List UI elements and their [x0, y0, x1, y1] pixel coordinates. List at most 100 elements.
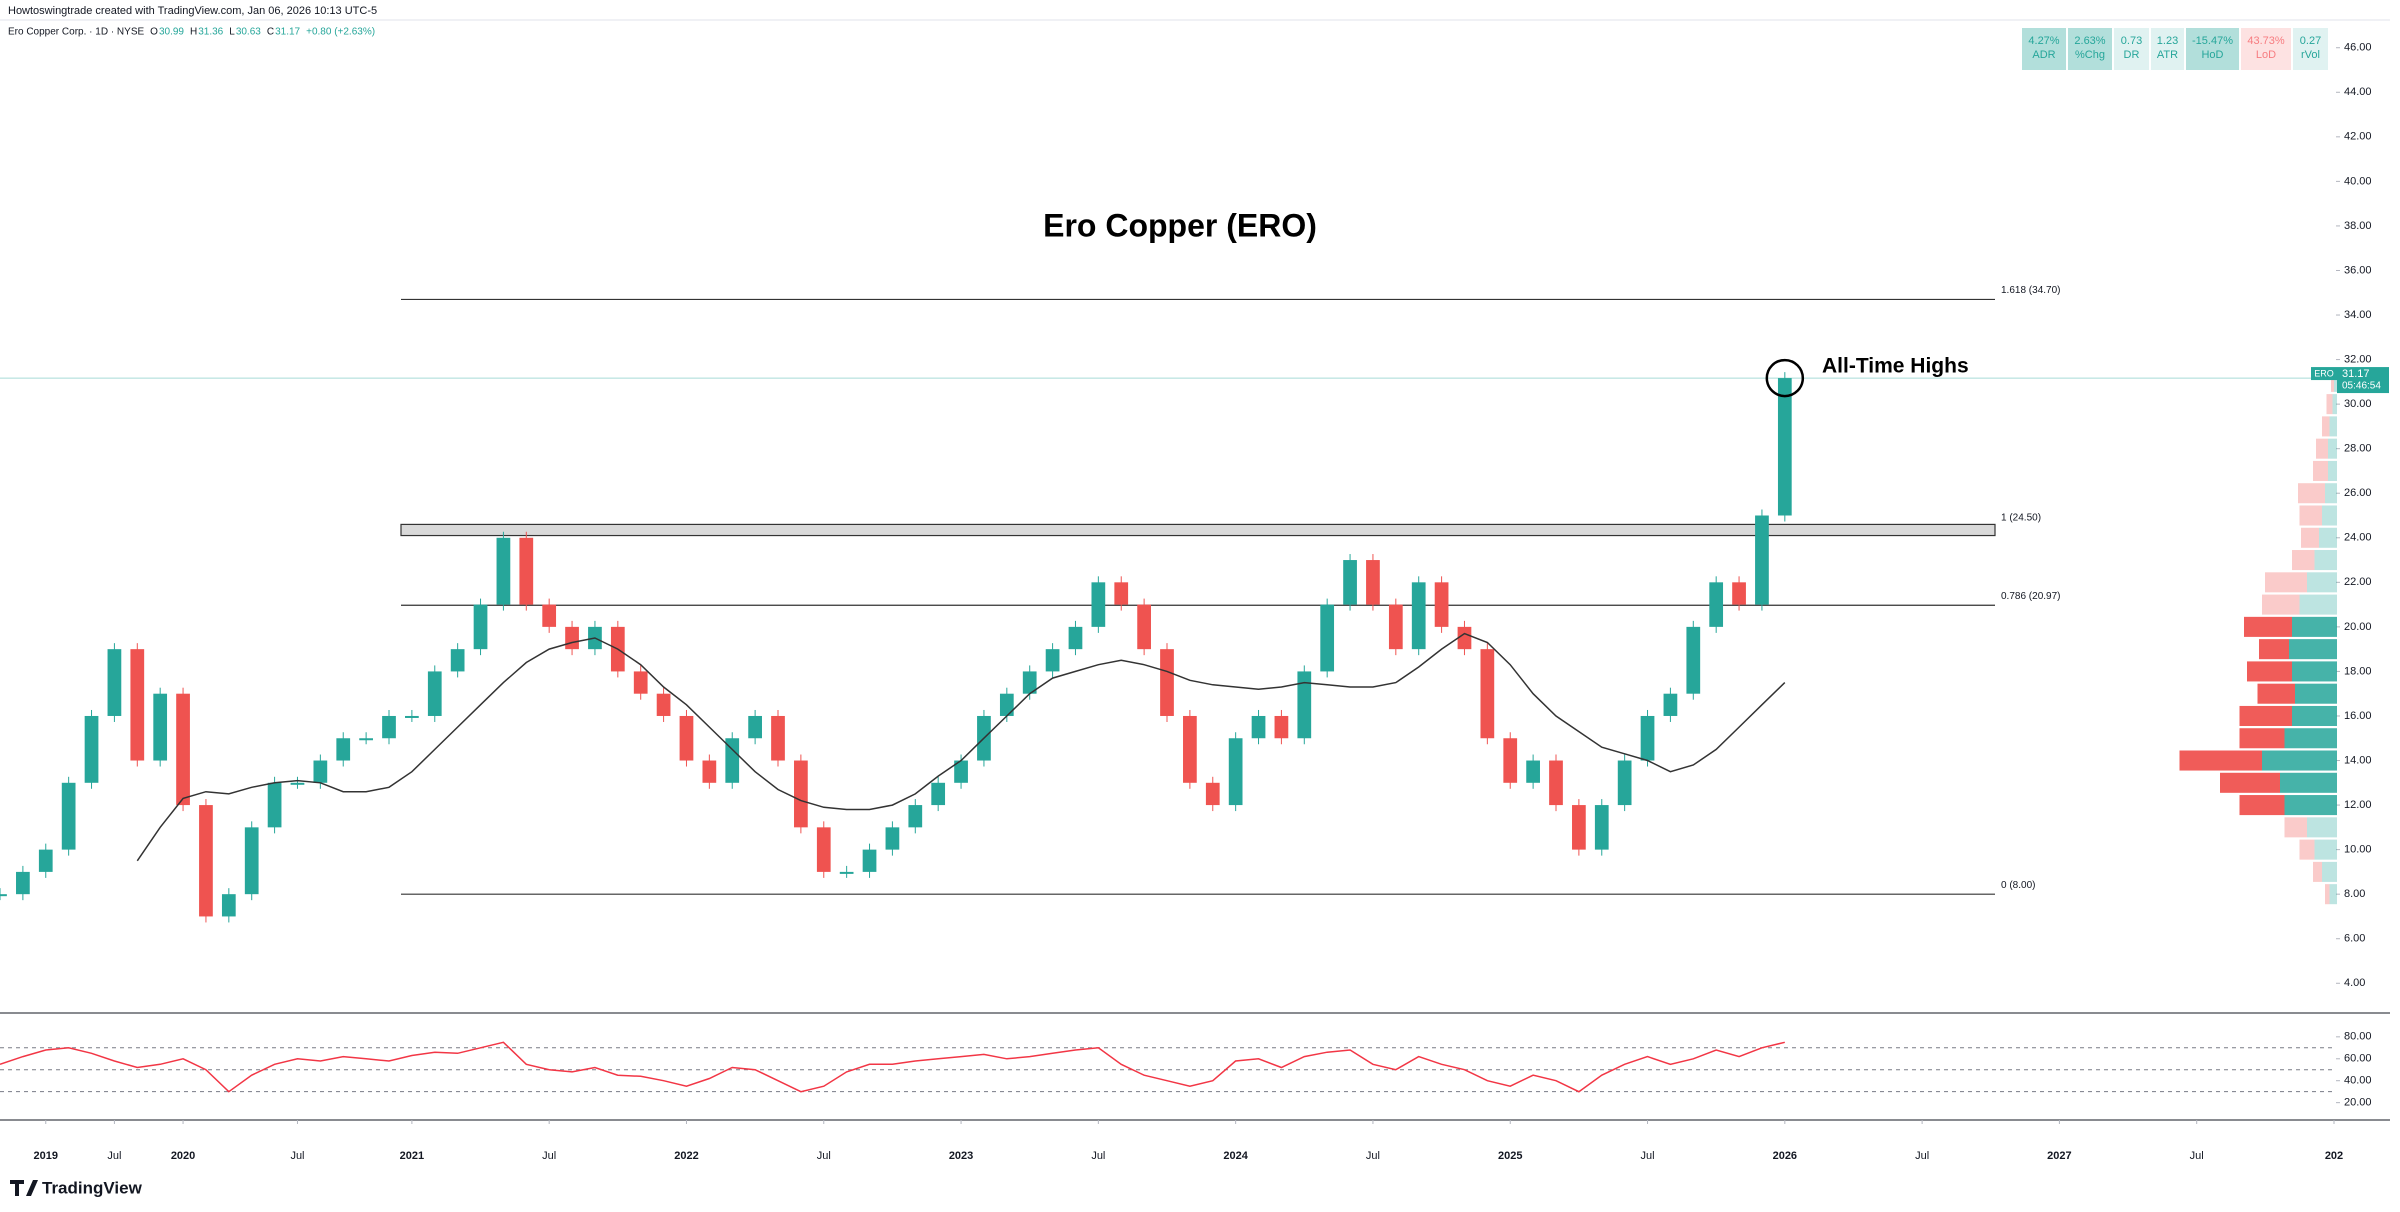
candle — [1572, 805, 1586, 850]
profile-down — [2247, 661, 2292, 682]
y-tick-label: 40.00 — [2344, 175, 2372, 187]
candle — [702, 760, 717, 783]
candle — [862, 849, 877, 872]
candle — [496, 537, 511, 605]
y-tick-label: 18.00 — [2344, 665, 2372, 677]
profile-up — [2329, 416, 2337, 437]
profile-down — [2292, 550, 2315, 571]
profile-up — [2328, 460, 2337, 481]
x-tick-label: 2027 — [2047, 1150, 2071, 1162]
profile-down — [2239, 705, 2292, 726]
resistance-zone — [400, 523, 1996, 537]
price-tag-countdown: 05:46:54 — [2342, 381, 2381, 392]
legend-low: 30.63 — [236, 27, 261, 38]
candle — [1251, 715, 1266, 739]
candle — [1663, 693, 1678, 716]
candle — [1526, 760, 1540, 783]
y-tick-label: 38.00 — [2344, 220, 2372, 232]
candle — [1160, 649, 1174, 716]
candle — [427, 671, 442, 716]
x-tick-label: Jul — [1091, 1150, 1105, 1162]
candle — [1640, 715, 1655, 761]
profile-down — [2284, 817, 2307, 838]
x-tick-label: 2019 — [34, 1150, 58, 1162]
candle — [816, 827, 831, 872]
candle — [382, 715, 396, 739]
profile-up — [2289, 639, 2337, 660]
candle — [633, 671, 648, 694]
x-tick-label: 2020 — [171, 1150, 195, 1162]
profile-up — [2325, 483, 2337, 504]
profile-up — [2292, 705, 2337, 726]
candle — [542, 604, 557, 627]
profile-up — [2262, 750, 2337, 771]
candle — [748, 715, 762, 739]
stat-value: 0.73 — [2121, 35, 2142, 47]
candle — [999, 693, 1014, 716]
profile-up — [2334, 371, 2337, 392]
profile-down — [2331, 371, 2334, 392]
profile-down — [2179, 750, 2262, 771]
candle — [771, 715, 785, 761]
stat-label: %Chg — [2075, 49, 2105, 61]
y-tick-label: 24.00 — [2344, 532, 2372, 544]
profile-up — [2314, 550, 2337, 571]
profile-up — [2307, 817, 2337, 838]
profile-up — [2328, 438, 2337, 459]
candle — [473, 604, 488, 650]
candle — [1617, 760, 1632, 806]
x-tick-label: Jul — [107, 1150, 121, 1162]
candle — [1297, 671, 1312, 739]
x-tick-label: 2023 — [949, 1150, 973, 1162]
x-tick-label: Jul — [1640, 1150, 1654, 1162]
candle — [61, 782, 76, 850]
candle — [1549, 760, 1563, 806]
legend-high: 31.36 — [198, 27, 223, 38]
candle — [1732, 582, 1746, 605]
price-tag-price: 31.17 — [2342, 368, 2370, 380]
candle — [1343, 560, 1357, 605]
profile-up — [2292, 661, 2337, 682]
candle — [359, 738, 373, 741]
candle — [565, 626, 579, 650]
candle — [519, 537, 534, 605]
y-tick-label: 22.00 — [2344, 576, 2372, 588]
y-tick-label: 36.00 — [2344, 264, 2372, 276]
legend-open: 30.99 — [159, 27, 184, 38]
stat-value: 2.63% — [2074, 35, 2105, 47]
profile-down — [2299, 839, 2315, 860]
profile-down — [2299, 505, 2322, 526]
stat-label: LoD — [2256, 49, 2276, 61]
stat-label: HoD — [2201, 49, 2223, 61]
x-tick-label: 2024 — [1223, 1150, 1248, 1162]
rsi-line — [0, 1041, 1785, 1093]
profile-down — [2259, 639, 2289, 660]
candle — [679, 715, 694, 761]
legend-l: L — [229, 27, 235, 38]
candle — [153, 693, 168, 761]
candle — [176, 693, 190, 806]
x-tick-label: Jul — [290, 1150, 304, 1162]
legend-c: C — [267, 27, 274, 38]
x-tick-label: Jul — [1366, 1150, 1380, 1162]
candle — [130, 649, 145, 761]
rsi-tick-label: 60.00 — [2344, 1053, 2372, 1065]
candle — [1068, 626, 1083, 650]
legend-h: H — [190, 27, 197, 38]
profile-up — [2332, 394, 2337, 415]
candle — [16, 871, 30, 895]
y-tick-label: 20.00 — [2344, 621, 2372, 633]
stat-box — [2241, 28, 2291, 70]
rsi-tick-label: 80.00 — [2344, 1031, 2372, 1043]
profile-down — [2220, 772, 2280, 793]
profile-down — [2322, 416, 2330, 437]
x-tick-label: 2022 — [674, 1150, 698, 1162]
stat-value: 4.27% — [2028, 35, 2059, 47]
stat-value: 0.27 — [2300, 35, 2321, 47]
candle — [1388, 604, 1403, 650]
profile-up — [2322, 505, 2337, 526]
candle — [313, 760, 328, 783]
candle — [1045, 649, 1060, 672]
stat-label: ATR — [2157, 49, 2178, 61]
x-tick-label: 202 — [2325, 1150, 2343, 1162]
